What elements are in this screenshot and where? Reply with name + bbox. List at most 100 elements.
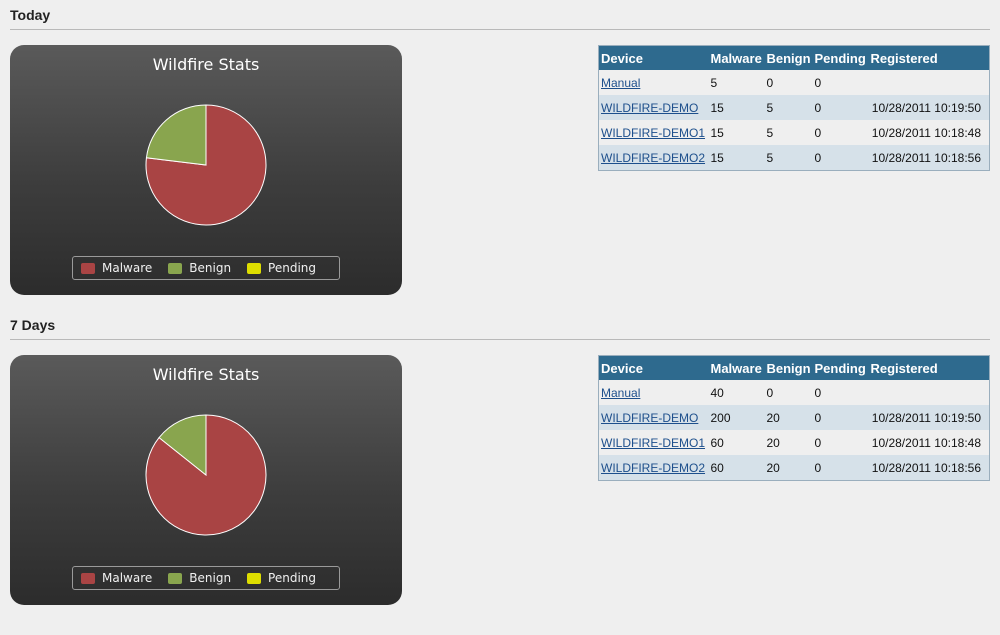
malware-cell: 60: [708, 455, 765, 481]
chart-legend: Malware Benign Pending: [72, 566, 340, 590]
device-cell: WILDFIRE-DEMO: [598, 405, 709, 430]
legend-swatch-pending: [247, 572, 262, 584]
malware-cell: 40: [708, 380, 765, 405]
table-header-row: Device Malware Benign Pending Registered: [598, 355, 990, 380]
section-title: 7 Days: [10, 317, 56, 333]
registered-cell: 10/28/2011 10:18:56: [868, 455, 990, 481]
legend-label: Benign: [189, 571, 232, 585]
legend-swatch-malware: [81, 572, 95, 584]
device-cell: WILDFIRE-DEMO2: [598, 455, 709, 481]
column-header-benign[interactable]: Benign: [764, 355, 813, 380]
legend-item-malware[interactable]: Malware: [81, 571, 152, 585]
pending-cell: 0: [812, 95, 869, 120]
legend-swatch-malware: [81, 262, 95, 274]
malware-cell: 15: [708, 120, 765, 145]
pie-slice-benign[interactable]: [158, 414, 207, 477]
chart-title: Wildfire Stats: [152, 365, 260, 384]
device-link[interactable]: Manual: [601, 385, 641, 400]
malware-cell: 15: [708, 95, 765, 120]
pending-cell: 0: [812, 145, 869, 171]
table-row: WILDFIRE-DEMO1 60 20 0 10/28/2011 10:18:…: [598, 430, 990, 455]
device-cell: WILDFIRE-DEMO1: [598, 120, 709, 145]
legend-label: Malware: [102, 571, 153, 585]
legend-item-pending[interactable]: Pending: [247, 571, 316, 585]
legend-item-benign[interactable]: Benign: [168, 261, 231, 275]
device-stats-table: Device Malware Benign Pending Registered…: [598, 355, 990, 481]
device-link[interactable]: WILDFIRE-DEMO2: [601, 460, 706, 475]
table-row: WILDFIRE-DEMO 200 20 0 10/28/2011 10:19:…: [598, 405, 990, 430]
column-header-registered[interactable]: Registered: [868, 45, 990, 70]
table-row: WILDFIRE-DEMO 15 5 0 10/28/2011 10:19:50: [598, 95, 990, 120]
table-row: Manual 5 0 0: [598, 70, 990, 95]
pending-cell: 0: [812, 455, 869, 481]
column-header-malware[interactable]: Malware: [708, 45, 765, 70]
column-header-pending[interactable]: Pending: [812, 355, 869, 380]
pending-cell: 0: [812, 430, 869, 455]
benign-cell: 0: [764, 70, 813, 95]
chart-legend: Malware Benign Pending: [72, 256, 340, 280]
pie-chart: [145, 104, 267, 226]
malware-cell: 15: [708, 145, 765, 171]
benign-cell: 0: [764, 380, 813, 405]
malware-cell: 60: [708, 430, 765, 455]
device-link[interactable]: Manual: [601, 75, 641, 90]
device-cell: WILDFIRE-DEMO2: [598, 145, 709, 171]
legend-label: Pending: [268, 571, 317, 585]
section-divider: [10, 339, 990, 340]
section-7-days: 7 Days Wildfire Stats Malware Benign Pen…: [0, 317, 1000, 617]
registered-cell: 10/28/2011 10:19:50: [868, 405, 990, 430]
pending-cell: 0: [812, 405, 869, 430]
benign-cell: 5: [764, 120, 813, 145]
benign-cell: 5: [764, 145, 813, 171]
legend-label: Benign: [189, 261, 232, 275]
pending-cell: 0: [812, 120, 869, 145]
table-row: WILDFIRE-DEMO2 15 5 0 10/28/2011 10:18:5…: [598, 145, 990, 171]
section-today: Today Wildfire Stats Malware Benign Pend…: [0, 7, 1000, 307]
table-header-row: Device Malware Benign Pending Registered: [598, 45, 990, 70]
pie-slice-benign[interactable]: [145, 104, 207, 166]
device-stats-table: Device Malware Benign Pending Registered…: [598, 45, 990, 171]
legend-swatch-benign: [168, 262, 183, 274]
pending-cell: 0: [812, 380, 869, 405]
device-link[interactable]: WILDFIRE-DEMO2: [601, 150, 706, 165]
legend-item-benign[interactable]: Benign: [168, 571, 231, 585]
column-header-malware[interactable]: Malware: [708, 355, 765, 380]
legend-label: Pending: [268, 261, 317, 275]
registered-cell: [868, 380, 990, 405]
section-title: Today: [10, 7, 51, 23]
registered-cell: 10/28/2011 10:18:56: [868, 145, 990, 171]
registered-cell: 10/28/2011 10:19:50: [868, 95, 990, 120]
legend-label: Malware: [102, 261, 153, 275]
registered-cell: [868, 70, 990, 95]
device-link[interactable]: WILDFIRE-DEMO1: [601, 435, 706, 450]
device-cell: WILDFIRE-DEMO: [598, 95, 709, 120]
column-header-registered[interactable]: Registered: [868, 355, 990, 380]
table-row: WILDFIRE-DEMO1 15 5 0 10/28/2011 10:18:4…: [598, 120, 990, 145]
pending-cell: 0: [812, 70, 869, 95]
table-row: WILDFIRE-DEMO2 60 20 0 10/28/2011 10:18:…: [598, 455, 990, 481]
benign-cell: 20: [764, 405, 813, 430]
benign-cell: 20: [764, 430, 813, 455]
pie-chart: [145, 414, 267, 536]
legend-item-pending[interactable]: Pending: [247, 261, 316, 275]
legend-item-malware[interactable]: Malware: [81, 261, 152, 275]
device-link[interactable]: WILDFIRE-DEMO: [601, 100, 699, 115]
device-link[interactable]: WILDFIRE-DEMO: [601, 410, 699, 425]
section-divider: [10, 29, 990, 30]
column-header-device[interactable]: Device: [598, 45, 709, 70]
column-header-benign[interactable]: Benign: [764, 45, 813, 70]
device-cell: Manual: [598, 380, 709, 405]
device-cell: WILDFIRE-DEMO1: [598, 430, 709, 455]
device-cell: Manual: [598, 70, 709, 95]
pie-slice-malware[interactable]: [145, 104, 267, 226]
device-link[interactable]: WILDFIRE-DEMO1: [601, 125, 706, 140]
legend-swatch-benign: [168, 572, 183, 584]
wildfire-stats-chart: Wildfire Stats Malware Benign Pending: [10, 45, 402, 295]
registered-cell: 10/28/2011 10:18:48: [868, 430, 990, 455]
column-header-pending[interactable]: Pending: [812, 45, 869, 70]
column-header-device[interactable]: Device: [598, 355, 709, 380]
chart-title: Wildfire Stats: [152, 55, 260, 74]
malware-cell: 200: [708, 405, 765, 430]
benign-cell: 20: [764, 455, 813, 481]
malware-cell: 5: [708, 70, 765, 95]
